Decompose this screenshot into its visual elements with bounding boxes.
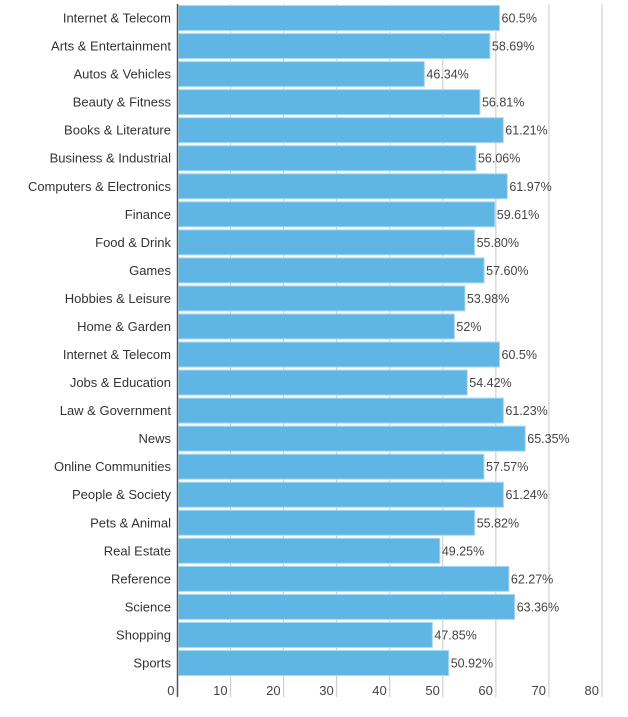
category-label: Online Communities (54, 459, 172, 474)
data-label: 57.57% (486, 460, 528, 474)
data-label: 55.80% (477, 236, 519, 250)
x-tick-label: 40 (372, 683, 386, 698)
category-label: Home & Garden (77, 319, 171, 334)
data-label: 60.5% (502, 12, 537, 26)
bar[interactable] (178, 425, 526, 452)
bars: Internet & Telecom 60.5% Arts & Entertainm… (28, 5, 570, 676)
x-tick-label: 20 (266, 683, 280, 698)
bar[interactable] (178, 117, 504, 144)
category-label: Computers & Electronics (28, 179, 172, 194)
bar[interactable] (178, 565, 510, 592)
data-label: 47.85% (434, 628, 476, 642)
bar[interactable] (178, 341, 501, 368)
data-label: 61.97% (509, 180, 551, 194)
data-label: 53.98% (467, 292, 509, 306)
category-label: Business & Industrial (50, 151, 172, 166)
data-label: 63.36% (517, 600, 559, 614)
data-label: 62.27% (511, 572, 553, 586)
category-label: Internet & Telecom (63, 11, 171, 26)
data-label: 46.34% (426, 68, 468, 82)
category-label: Law & Government (60, 403, 172, 418)
bar[interactable] (178, 650, 450, 676)
category-label: Real Estate (104, 543, 171, 558)
data-label: 56.81% (482, 96, 524, 110)
x-tick-label: 80 (585, 683, 599, 698)
x-axis-ticks: 0 10 20 30 40 50 60 70 80 (167, 683, 599, 698)
bar[interactable] (178, 537, 441, 564)
x-tick-label: 10 (213, 683, 227, 698)
category-label: Autos & Vehicles (73, 67, 171, 82)
category-label: Games (129, 263, 171, 278)
bar[interactable] (178, 201, 496, 228)
category-label: Science (125, 599, 171, 614)
bar[interactable] (178, 621, 433, 648)
bar[interactable] (178, 145, 477, 172)
data-label: 54.42% (469, 376, 511, 390)
bar[interactable] (178, 33, 491, 60)
data-label: 57.60% (486, 264, 528, 278)
bar[interactable] (178, 453, 485, 480)
bar[interactable] (178, 397, 504, 424)
x-tick-label: 30 (319, 683, 333, 698)
category-label: Jobs & Education (70, 375, 171, 390)
data-label: 49.25% (442, 544, 484, 558)
data-label: 60.5% (502, 348, 537, 362)
data-label: 61.23% (505, 404, 547, 418)
bar[interactable] (178, 173, 508, 200)
bar[interactable] (178, 229, 476, 256)
bar[interactable] (178, 61, 425, 88)
category-label: Pets & Animal (90, 515, 171, 530)
category-label: Arts & Entertainment (51, 39, 171, 54)
bar[interactable] (178, 593, 516, 620)
data-label: 55.82% (477, 516, 519, 530)
category-label: Sports (133, 656, 171, 671)
bar[interactable] (178, 5, 501, 31)
category-label: Beauty & Fitness (73, 95, 172, 110)
category-label: Hobbies & Leisure (65, 291, 171, 306)
x-tick-label: 70 (531, 683, 545, 698)
data-label: 58.69% (492, 40, 534, 54)
x-tick-label: 0 (167, 683, 174, 698)
bar[interactable] (178, 257, 485, 284)
category-label: News (138, 431, 171, 446)
category-label: Finance (125, 207, 171, 222)
data-label: 52% (456, 320, 481, 334)
category-label: Reference (111, 571, 171, 586)
bar[interactable] (178, 369, 468, 396)
x-tick-label: 50 (425, 683, 439, 698)
bar[interactable] (178, 89, 481, 116)
data-label: 50.92% (451, 657, 493, 671)
category-label: Food & Drink (95, 235, 171, 250)
category-label: Books & Literature (64, 123, 171, 138)
data-label: 61.24% (505, 488, 547, 502)
data-label: 65.35% (527, 432, 569, 446)
bar[interactable] (178, 285, 466, 312)
data-label: 59.61% (497, 208, 539, 222)
data-label: 61.21% (505, 124, 547, 138)
bar[interactable] (178, 509, 476, 536)
bar[interactable] (178, 313, 455, 340)
category-label: People & Society (72, 487, 172, 502)
category-label: Internet & Telecom (63, 347, 171, 362)
bar[interactable] (178, 481, 504, 508)
data-label: 56.06% (478, 152, 520, 166)
category-label: Shopping (116, 627, 171, 642)
x-tick-label: 60 (478, 683, 492, 698)
